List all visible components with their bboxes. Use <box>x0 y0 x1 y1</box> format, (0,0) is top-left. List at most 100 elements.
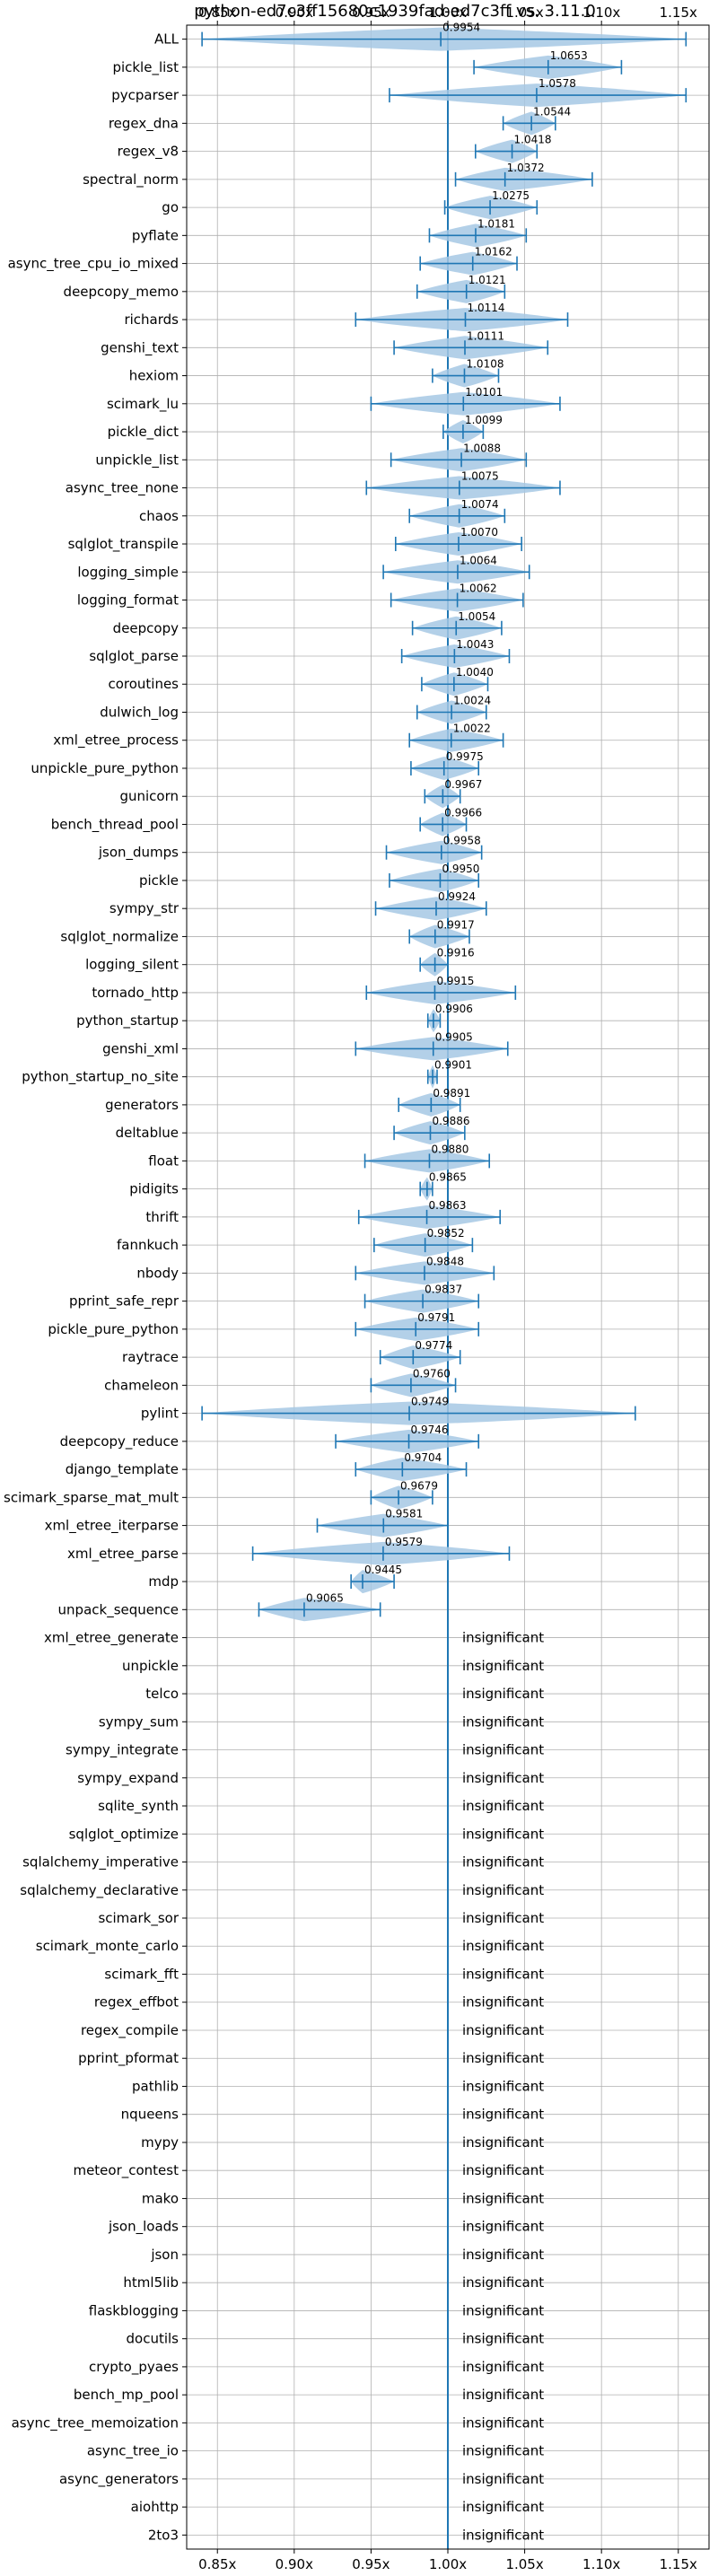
value-label: 1.0022 <box>453 723 491 735</box>
insignificant-label: insignificant <box>462 2331 544 2347</box>
value-label: 0.9863 <box>429 1199 467 1212</box>
insignificant-label: insignificant <box>462 2414 544 2431</box>
benchmark-label: aiohttp <box>131 2499 179 2515</box>
insignificant-label: insignificant <box>462 1742 544 1758</box>
benchmark-label: python_startup_no_site <box>22 1069 179 1086</box>
value-label: 0.9905 <box>435 1030 473 1043</box>
benchmark-label: regex_dna <box>109 115 179 132</box>
benchmark-label: django_template <box>66 1461 179 1478</box>
benchmark-label: sympy_str <box>109 900 180 917</box>
value-label: 0.9958 <box>443 835 481 847</box>
x-tick-label-bottom: 0.85x <box>198 2556 236 2572</box>
value-label: 1.0418 <box>514 134 552 146</box>
benchmark-label: crypto_pyaes <box>89 2359 179 2376</box>
insignificant-label: insignificant <box>462 1966 544 1982</box>
value-label: 0.9848 <box>426 1255 464 1267</box>
benchmark-label: async_tree_none <box>66 480 179 497</box>
benchmark-label: xml_etree_process <box>53 732 179 749</box>
value-label: 1.0064 <box>460 554 497 566</box>
benchmark-label: pycparser <box>111 87 180 103</box>
benchmark-label: sqlglot_optimize <box>69 1826 179 1843</box>
value-label: 0.9915 <box>436 975 474 987</box>
value-label: 1.0088 <box>463 442 501 454</box>
value-label: 1.0181 <box>477 217 515 230</box>
insignificant-label: insignificant <box>462 2443 544 2459</box>
benchmark-label: pylint <box>141 1406 179 1422</box>
benchmark-label: spectral_norm <box>83 171 179 188</box>
benchmark-label: nbody <box>136 1265 179 1281</box>
benchmark-label: thrift <box>145 1209 179 1225</box>
benchmark-label: regex_compile <box>81 2022 179 2039</box>
benchmark-label: sqlalchemy_declarative <box>20 1882 179 1899</box>
value-label: 1.0074 <box>461 498 499 511</box>
benchmark-label: coroutines <box>108 676 179 692</box>
benchmark-label: xml_etree_parse <box>67 1546 179 1563</box>
insignificant-label: insignificant <box>462 2050 544 2066</box>
insignificant-label: insignificant <box>462 1994 544 2011</box>
benchmark-label: scimark_fft <box>104 1966 179 1983</box>
insignificant-label: insignificant <box>462 2499 544 2515</box>
insignificant-label: insignificant <box>462 2107 544 2123</box>
benchmark-label: pyflate <box>132 227 179 243</box>
insignificant-label: insignificant <box>462 1713 544 1730</box>
benchmark-label: deepcopy <box>113 620 179 636</box>
insignificant-label: insignificant <box>462 2078 544 2094</box>
benchmark-label: sympy_expand <box>77 1770 179 1787</box>
value-label: 0.9906 <box>435 1003 473 1015</box>
value-label: 0.9774 <box>415 1339 452 1352</box>
benchmark-label: telco <box>145 1686 179 1702</box>
benchmark-label: regex_effbot <box>94 1994 179 2011</box>
insignificant-label: insignificant <box>462 1686 544 1702</box>
value-label: 0.9760 <box>413 1367 451 1380</box>
insignificant-label: insignificant <box>462 1798 544 1814</box>
x-tick-label-top: 1.05x <box>505 4 543 21</box>
insignificant-label: insignificant <box>462 2190 544 2206</box>
benchmark-label: async_tree_memoization <box>12 2414 179 2431</box>
insignificant-label: insignificant <box>462 2302 544 2318</box>
benchmark-label: json <box>150 2247 179 2263</box>
benchmark-label: unpack_sequence <box>58 1601 179 1618</box>
insignificant-label: insignificant <box>462 2471 544 2487</box>
benchmark-label: html5lib <box>123 2274 179 2291</box>
benchmark-label: json_loads <box>108 2219 179 2236</box>
value-label: 1.0653 <box>550 49 588 62</box>
value-label: 1.0040 <box>456 666 494 679</box>
benchmark-label: xml_etree_iterparse <box>45 1518 179 1535</box>
value-label: 0.9704 <box>404 1451 442 1464</box>
benchmark-label: hexiom <box>129 368 179 384</box>
benchmark-label: ALL <box>154 31 180 48</box>
x-tick-label-bottom: 1.05x <box>505 2556 543 2572</box>
benchmark-label: genshi_xml <box>102 1040 179 1057</box>
benchmark-label: xml_etree_generate <box>44 1630 179 1647</box>
value-label: 1.0275 <box>492 189 530 202</box>
value-label: 1.0054 <box>458 610 495 623</box>
value-label: 0.9837 <box>425 1284 462 1296</box>
benchmark-label: sqlite_synth <box>98 1798 179 1815</box>
x-tick-label-top: 1.00x <box>429 4 467 21</box>
benchmark-label: bench_mp_pool <box>74 2387 179 2404</box>
value-label: 0.9950 <box>442 863 479 875</box>
insignificant-label: insignificant <box>462 1630 544 1646</box>
x-tick-label-top: 1.10x <box>582 4 620 21</box>
x-tick-label-top: 0.85x <box>198 4 236 21</box>
benchmark-label: tornado_http <box>92 985 179 1002</box>
insignificant-label: insignificant <box>462 1882 544 1898</box>
benchmark-label: pickle_dict <box>108 424 179 441</box>
value-label: 0.9924 <box>438 890 476 903</box>
benchmark-label: nqueens <box>121 2107 179 2123</box>
benchmark-label: chameleon <box>104 1377 179 1393</box>
x-tick-label-top: 1.15x <box>660 4 697 21</box>
benchmark-label: scimark_lu <box>107 396 179 413</box>
value-label: 0.9445 <box>364 1564 402 1576</box>
benchmark-label: dulwich_log <box>100 704 179 721</box>
benchmark-label: pprint_safe_repr <box>69 1293 180 1310</box>
benchmark-label: sqlglot_parse <box>89 648 179 665</box>
value-label: 0.9901 <box>434 1059 472 1072</box>
x-tick-label-bottom: 1.10x <box>582 2556 620 2572</box>
benchmark-label: json_dumps <box>98 845 179 862</box>
benchmark-label: raytrace <box>122 1349 179 1365</box>
benchmark-label: unpickle <box>122 1658 179 1674</box>
benchmark-label: scimark_sor <box>98 1910 179 1927</box>
insignificant-label: insignificant <box>462 1826 544 1842</box>
